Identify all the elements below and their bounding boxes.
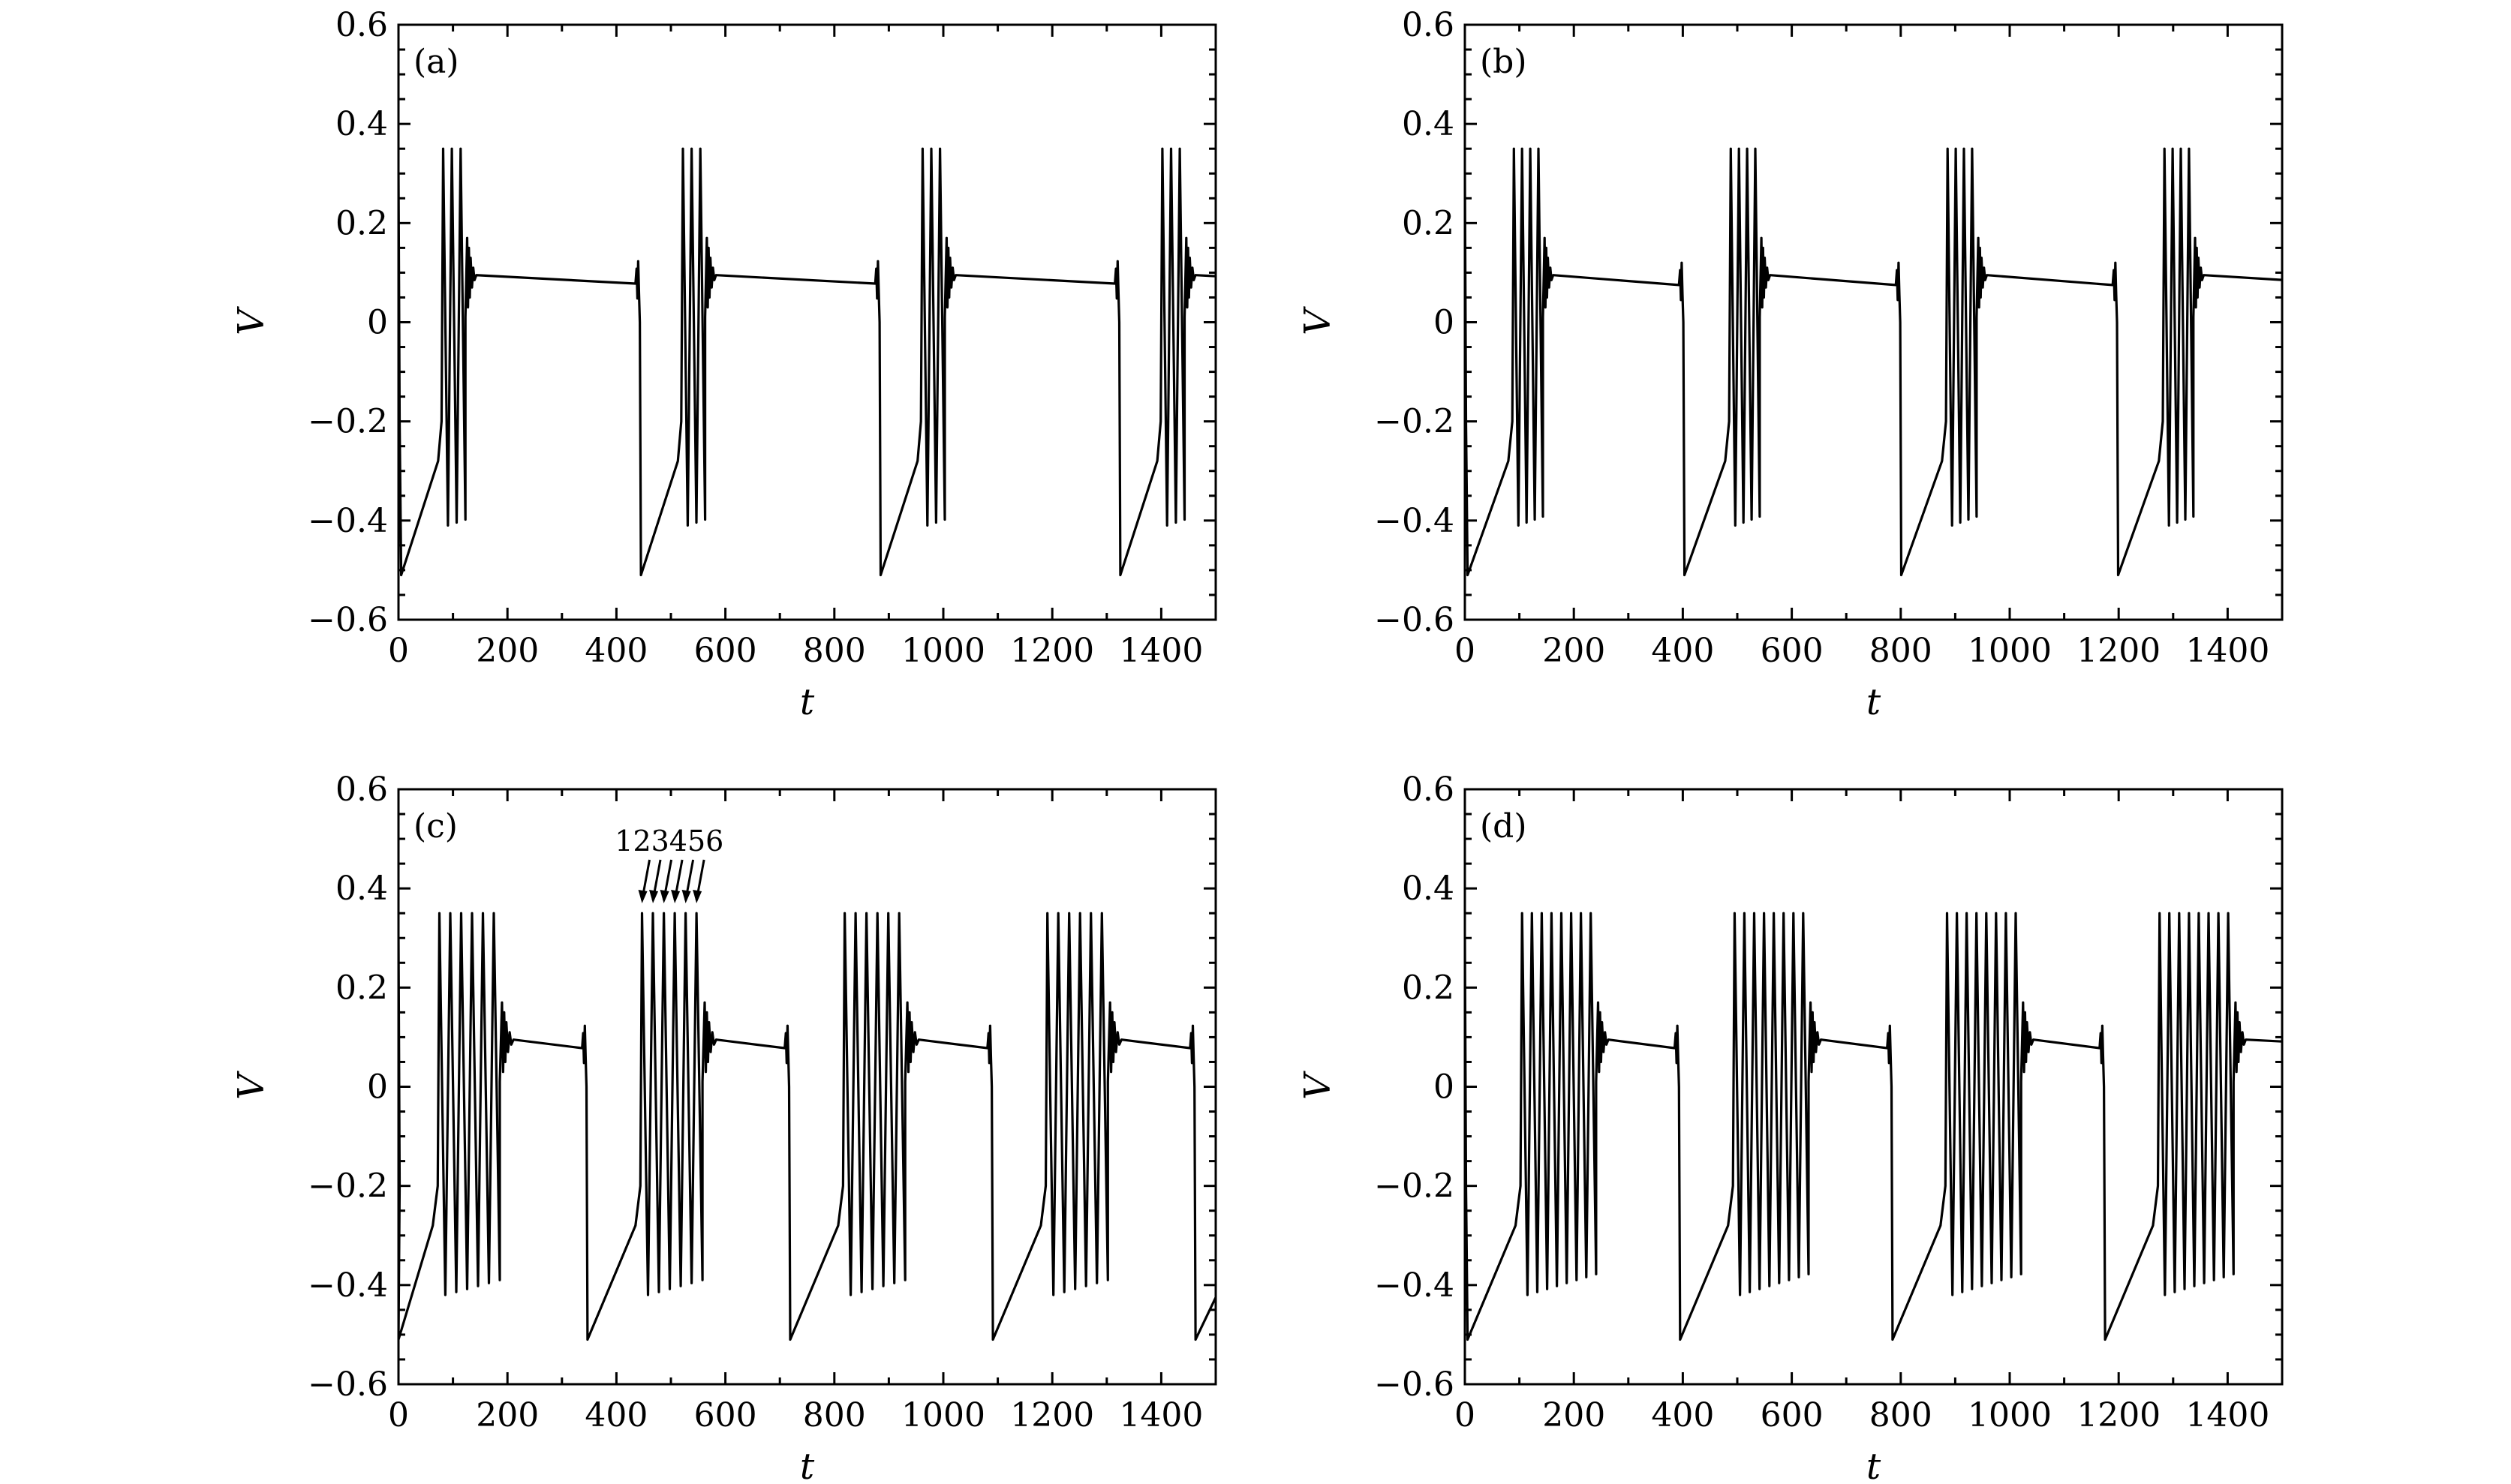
- x-tick-label: 200: [476, 632, 539, 670]
- panel-label: (b): [1480, 43, 1527, 81]
- y-tick-label: −0.4: [1374, 502, 1454, 540]
- spike-arrowhead: [660, 889, 669, 903]
- x-tick-label: 1400: [1119, 632, 1203, 670]
- spike-arrowhead: [681, 889, 691, 903]
- x-tick-label: 0: [1454, 632, 1475, 670]
- y-tick-label: 0.4: [1402, 105, 1454, 143]
- x-tick-label: 600: [1761, 1396, 1824, 1434]
- x-tick-label: 1200: [2076, 1396, 2161, 1434]
- x-tick-label: 200: [1542, 632, 1605, 670]
- x-axis-title: t: [800, 1446, 815, 1484]
- x-tick-label: 800: [803, 1396, 866, 1434]
- plot-frame: [1463, 23, 2284, 621]
- x-tick-label: 0: [388, 1396, 409, 1434]
- x-tick-label: 1400: [2185, 632, 2269, 670]
- spike-number-annotation: 123456: [615, 825, 723, 903]
- panel-c: 0 200 400 600 800 1000 1200 1400 −0.6 −0.4 −0.2 0 0.…: [230, 771, 1217, 1484]
- y-tick-label: −0.2: [308, 403, 388, 441]
- panel-label: (d): [1480, 807, 1527, 846]
- spike-arrowhead: [649, 889, 659, 903]
- y-tick-label: 0: [1433, 1068, 1454, 1107]
- x-tick-label: 1000: [1968, 632, 2052, 670]
- y-tick-label: 0: [367, 304, 388, 342]
- voltage-trace: [398, 147, 1216, 577]
- x-tick-label: 600: [1761, 632, 1824, 670]
- y-tick-label: −0.6: [1374, 601, 1454, 639]
- y-tick-label: 0.2: [335, 204, 388, 242]
- y-axis-title: V: [230, 306, 272, 335]
- panel-label: (c): [413, 807, 458, 846]
- panel-b: 0 200 400 600 800 1000 1200 1400 −0.6 −0.4 −0.2 0 0.…: [1297, 6, 2284, 723]
- y-tick-label: −0.6: [308, 601, 388, 639]
- x-tick-label: 1400: [2185, 1396, 2269, 1434]
- y-tick-label: 0.6: [335, 6, 388, 44]
- y-tick-label: 0.6: [1402, 6, 1454, 44]
- x-tick-label: 1000: [901, 1396, 985, 1434]
- y-tick-label: −0.4: [308, 502, 388, 540]
- voltage-trace: [1465, 147, 2282, 577]
- x-tick-label: 1200: [1010, 1396, 1094, 1434]
- y-tick-label: 0: [367, 1068, 388, 1107]
- spike-arrowhead: [671, 889, 681, 903]
- x-tick-label: 600: [694, 1396, 757, 1434]
- plot-frame: [397, 23, 1217, 621]
- y-tick-label: −0.4: [1374, 1266, 1454, 1305]
- y-tick-label: 0.2: [335, 969, 388, 1007]
- voltage-trace: [398, 912, 1216, 1341]
- voltage-trace: [1465, 912, 2282, 1341]
- x-tick-label: 800: [1869, 1396, 1932, 1434]
- x-tick-label: 200: [1542, 1396, 1605, 1434]
- x-tick-label: 0: [388, 632, 409, 670]
- x-tick-label: 400: [1651, 632, 1714, 670]
- x-tick-label: 1200: [2076, 632, 2161, 670]
- x-tick-label: 1400: [1119, 1396, 1203, 1434]
- spike-numbers-label: 123456: [615, 825, 723, 858]
- spike-arrowhead: [638, 889, 648, 903]
- y-axis-title: V: [1297, 1071, 1339, 1100]
- y-axis-title: V: [1297, 306, 1339, 335]
- x-tick-label: 600: [694, 632, 757, 670]
- x-tick-label: 400: [585, 632, 648, 670]
- x-tick-label: 0: [1454, 1396, 1475, 1434]
- y-tick-label: 0.4: [335, 105, 388, 143]
- y-tick-label: 0.6: [1402, 771, 1454, 809]
- x-tick-label: 800: [1869, 632, 1932, 670]
- panel-d: 0 200 400 600 800 1000 1200 1400 −0.6 −0.4 −0.2 0 0.…: [1297, 771, 2284, 1484]
- panel-a: 0 200 400 600 800 1000 1200 1400 −0.6 −0.4 −0.2 0 0.…: [230, 6, 1217, 723]
- y-tick-label: 0.2: [1402, 969, 1454, 1007]
- y-axis-title: V: [230, 1071, 272, 1100]
- y-tick-label: −0.2: [308, 1167, 388, 1206]
- x-axis-title: t: [1866, 681, 1881, 723]
- y-tick-label: −0.4: [308, 1266, 388, 1305]
- x-tick-label: 1000: [901, 632, 985, 670]
- panel-label: (a): [413, 43, 459, 81]
- spike-arrowhead: [693, 889, 702, 903]
- x-axis-title: t: [800, 681, 815, 723]
- x-axis-title: t: [1866, 1446, 1881, 1484]
- x-tick-label: 1000: [1968, 1396, 2052, 1434]
- y-tick-label: 0.2: [1402, 204, 1454, 242]
- y-tick-label: 0.6: [335, 771, 388, 809]
- y-tick-label: 0.4: [335, 870, 388, 908]
- y-tick-label: 0: [1433, 304, 1454, 342]
- y-tick-label: −0.6: [1374, 1365, 1454, 1404]
- x-tick-label: 400: [1651, 1396, 1714, 1434]
- x-tick-label: 400: [585, 1396, 648, 1434]
- y-tick-label: −0.6: [308, 1365, 388, 1404]
- x-tick-label: 1200: [1010, 632, 1094, 670]
- x-tick-label: 200: [476, 1396, 539, 1434]
- y-tick-label: 0.4: [1402, 870, 1454, 908]
- y-tick-label: −0.2: [1374, 1167, 1454, 1206]
- y-tick-label: −0.2: [1374, 403, 1454, 441]
- x-tick-label: 800: [803, 632, 866, 670]
